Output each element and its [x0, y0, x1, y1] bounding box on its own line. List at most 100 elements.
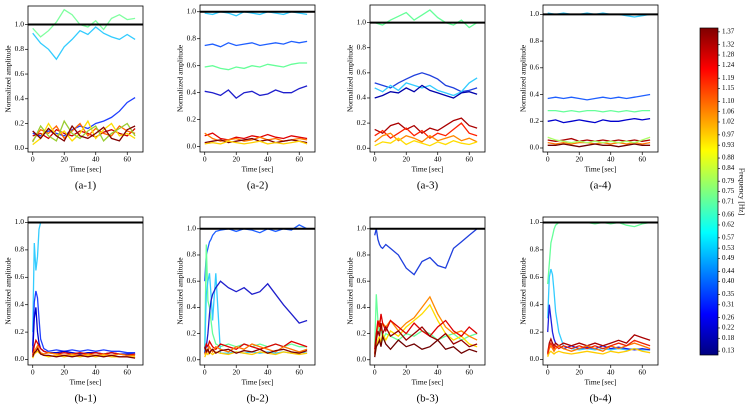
x-tick-label: 40	[92, 155, 100, 164]
y-tick-label: 0.2	[15, 118, 25, 127]
series-line	[547, 109, 651, 113]
x-axis-label: Time [sec]	[584, 378, 616, 387]
y-axis-label: Normalized amplitude	[519, 44, 528, 112]
series-line	[547, 334, 651, 353]
x-tick-label: 20	[402, 155, 410, 164]
colorbar-tick-label: 1.24	[722, 61, 735, 69]
panel-caption: (b-2)	[247, 393, 269, 405]
x-tick-label: 60	[123, 368, 131, 377]
series-line	[32, 347, 136, 359]
x-tick-label: 0	[31, 368, 35, 377]
series-line	[32, 307, 136, 355]
axes-frame	[369, 4, 486, 153]
series-line	[32, 8, 136, 38]
y-tick-label: 1.0	[15, 217, 25, 226]
colorbar-tick-label: 0.79	[722, 177, 735, 185]
x-tick-label: 40	[264, 368, 272, 377]
y-tick-label: 0.0	[357, 143, 367, 152]
y-tick-label: 0.8	[357, 42, 367, 51]
axes-frame	[199, 4, 316, 153]
series-line	[547, 268, 651, 351]
x-tick-label: 20	[402, 368, 410, 377]
y-tick-label: 0.6	[187, 276, 197, 285]
y-tick-label: 0.0	[187, 354, 197, 363]
series-line	[547, 93, 651, 101]
x-tick-label: 20	[60, 368, 68, 377]
series-line	[374, 132, 478, 143]
y-tick-label: 1.0	[530, 217, 540, 226]
y-tick-label: 0.2	[15, 327, 25, 336]
axes-frame	[542, 4, 659, 153]
series-line	[374, 333, 478, 358]
series-line	[204, 350, 308, 358]
x-tick-label: 60	[123, 155, 131, 164]
panel-caption: (b-4)	[590, 393, 612, 405]
y-tick-label: 0.6	[357, 276, 367, 285]
series-line	[547, 347, 651, 358]
y-tick-label: 0.8	[187, 250, 197, 259]
y-axis-label: Normalized amplitude	[4, 45, 13, 113]
series-line	[204, 346, 308, 355]
series-line	[32, 221, 136, 333]
y-tick-label: 0.8	[187, 33, 197, 42]
colorbar-tick-label: 0.31	[722, 300, 735, 308]
series-line	[204, 132, 308, 141]
x-tick-label: 60	[295, 155, 303, 164]
x-tick-label: 40	[434, 368, 442, 377]
x-axis-label: Time [sec]	[411, 165, 443, 174]
axes-frame	[27, 216, 144, 366]
series-line	[32, 122, 136, 142]
colorbar-tick-label: 0.62	[722, 221, 735, 229]
series-line	[374, 72, 478, 93]
colorbar-tick-label: 0.84	[722, 164, 735, 172]
x-tick-label: 20	[575, 155, 583, 164]
panel-caption: (a-3)	[417, 180, 439, 192]
x-tick-label: 60	[638, 368, 646, 377]
y-tick-label: 0.0	[357, 354, 367, 363]
panel-caption: (a-2)	[247, 180, 269, 192]
series-line	[547, 117, 651, 124]
series-line	[32, 290, 136, 354]
colorbar-tick-label: 1.10	[722, 97, 735, 105]
y-tick-label: 1.0	[187, 6, 197, 15]
series-line	[32, 338, 136, 357]
y-tick-label: 0.0	[530, 143, 540, 152]
colorbar-tick-label: 0.93	[722, 141, 735, 149]
y-tick-label: 0.4	[357, 302, 367, 311]
colorbar-tick-label: 0.97	[722, 130, 735, 138]
series-line	[547, 136, 651, 144]
colorbar-tick-label: 0.49	[722, 254, 735, 262]
y-tick-label: 0.0	[15, 354, 25, 363]
colorbar-tick-label: 0.35	[722, 290, 735, 298]
series-line	[374, 313, 478, 350]
x-tick-label: 60	[638, 155, 646, 164]
x-tick-label: 20	[60, 155, 68, 164]
y-tick-label: 1.0	[530, 9, 540, 18]
series-line	[374, 77, 478, 97]
x-tick-label: 20	[575, 368, 583, 377]
panel-caption: (a-1)	[75, 180, 97, 192]
colorbar-tick-label: 1.02	[722, 118, 735, 126]
series-line	[374, 84, 478, 99]
x-tick-label: 20	[232, 368, 240, 377]
colorbar-tick-label: 1.15	[722, 84, 735, 92]
x-axis-label: Time [sec]	[241, 378, 273, 387]
colorbar-tick-label: 1.32	[722, 40, 735, 48]
y-tick-label: 0.4	[15, 94, 25, 103]
y-tick-label: 0.2	[357, 118, 367, 127]
series-line	[547, 339, 651, 355]
colorbar-tick-label: 0.44	[722, 267, 735, 275]
y-tick-label: 0.2	[357, 328, 367, 337]
series-line	[204, 85, 308, 99]
x-axis-label: Time [sec]	[69, 165, 101, 174]
y-tick-label: 0.0	[530, 354, 540, 363]
colorbar-tick-label: 0.88	[722, 154, 735, 162]
x-tick-label: 0	[546, 155, 550, 164]
y-tick-label: 0.4	[357, 93, 367, 102]
x-tick-label: 0	[546, 368, 550, 377]
axes-frame	[199, 216, 316, 366]
y-axis-label: Normalized amplitude	[4, 257, 13, 325]
x-axis-label: Time [sec]	[69, 378, 101, 387]
x-tick-label: 40	[607, 368, 615, 377]
